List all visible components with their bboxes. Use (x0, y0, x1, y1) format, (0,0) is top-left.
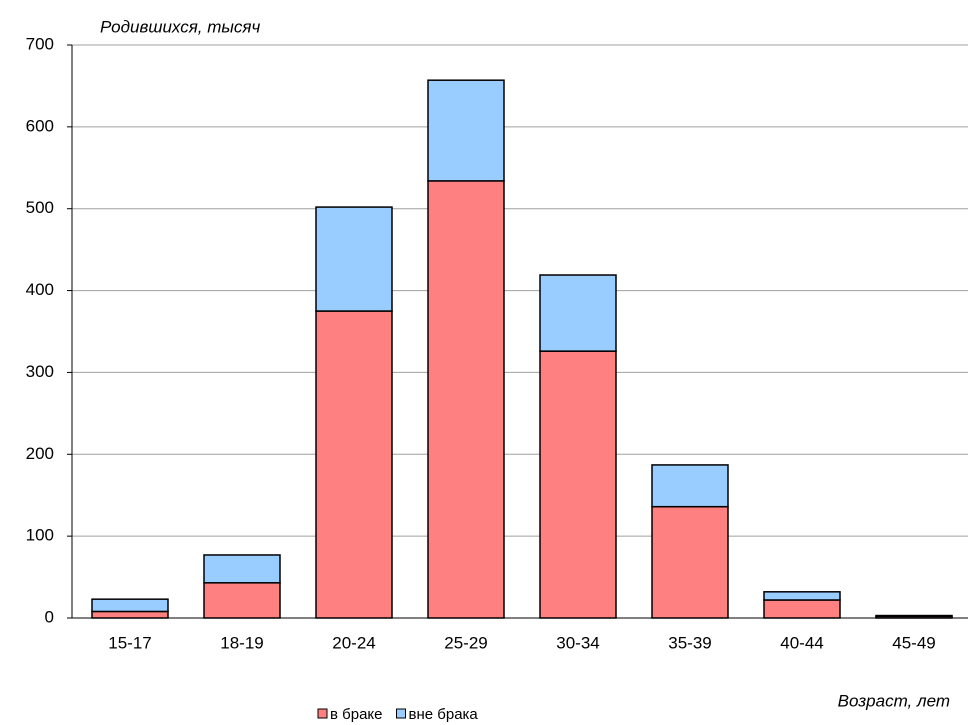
y-tick-label: 0 (45, 607, 54, 626)
y-tick-label: 300 (26, 362, 54, 381)
bar-segment (763, 591, 841, 601)
bar-segment (651, 464, 729, 508)
y-tick-label: 200 (26, 444, 54, 463)
legend-label: вне брака (409, 706, 479, 723)
x-tick-label: 30-34 (556, 633, 599, 652)
y-tick-label: 500 (26, 198, 54, 217)
bar-segment (763, 599, 841, 619)
x-tick-label: 18-19 (220, 633, 263, 652)
bar-segment (203, 554, 281, 584)
x-tick-label: 45-49 (892, 633, 935, 652)
x-tick-label: 35-39 (668, 633, 711, 652)
y-tick-label: 700 (26, 34, 54, 53)
bar-segment (315, 310, 393, 619)
legend-label: в браке (330, 706, 383, 723)
y-axis-title: Родившихся, тысяч (100, 17, 260, 36)
bar-segment (91, 610, 169, 619)
legend-swatch (317, 708, 328, 719)
bar-segment (651, 505, 729, 619)
bar-segment (315, 206, 393, 312)
y-tick-label: 400 (26, 280, 54, 299)
bar-segment (539, 350, 617, 619)
x-tick-label: 15-17 (108, 633, 151, 652)
bar-segment (539, 274, 617, 352)
bar-segment (203, 582, 281, 619)
x-tick-label: 40-44 (780, 633, 823, 652)
y-tick-label: 600 (26, 116, 54, 135)
y-tick-label: 100 (26, 526, 54, 545)
x-tick-label: 20-24 (332, 633, 375, 652)
x-tick-label: 25-29 (444, 633, 487, 652)
bar-segment (427, 79, 505, 182)
legend-swatch (396, 708, 406, 719)
x-axis-title: Возраст, лет (838, 691, 950, 710)
bar-segment (875, 614, 953, 618)
bar-segment (91, 598, 169, 613)
bar-segment (427, 180, 505, 619)
